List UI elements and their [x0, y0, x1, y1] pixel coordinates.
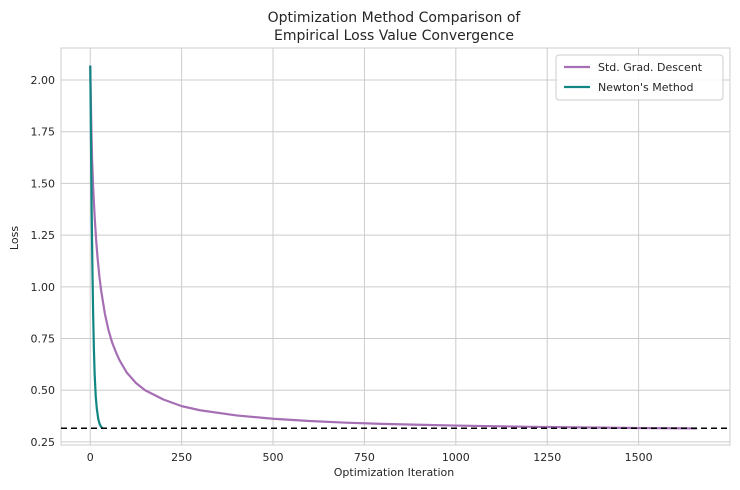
- y-tick-label: 0.25: [31, 436, 56, 449]
- series-line-1: [89, 65, 698, 430]
- x-tick-label: 1250: [533, 451, 561, 464]
- legend-label: Std. Grad. Descent: [598, 61, 703, 74]
- x-axis-label: Optimization Iteration: [334, 466, 455, 479]
- y-tick-label: 1.75: [31, 126, 56, 139]
- x-tick-label: 500: [263, 451, 284, 464]
- plot-frame: [60, 47, 731, 446]
- y-tick-label: 1.50: [31, 177, 56, 190]
- chart-title-line-2: Empirical Loss Value Convergence: [274, 28, 514, 44]
- series-layer: [61, 65, 730, 430]
- x-tick-label: 0: [87, 451, 94, 464]
- legend: Std. Grad. Descent Newton's Method: [555, 54, 724, 101]
- y-tick-label: 1.25: [31, 229, 56, 242]
- y-tick-label: 0.75: [31, 333, 56, 346]
- grid: [61, 48, 730, 445]
- legend-box: [555, 54, 724, 101]
- tick-labels: 0 250 500 750 1000 1250 1500 0.25 0.50 0.75 1.00 1.…: [31, 74, 653, 464]
- legend-label: Newton's Method: [598, 81, 694, 94]
- y-axis-label: Loss: [8, 226, 21, 250]
- x-tick-label: 1500: [625, 451, 653, 464]
- y-tick-label: 2.00: [31, 74, 56, 87]
- chart-title-line-1: Optimization Method Comparison of: [268, 10, 522, 26]
- y-tick-label: 0.50: [31, 384, 56, 397]
- y-tick-label: 1.00: [31, 281, 56, 294]
- x-tick-label: 750: [354, 451, 375, 464]
- series-line-2: [89, 65, 103, 429]
- x-tick-label: 250: [171, 451, 192, 464]
- x-tick-label: 1000: [442, 451, 470, 464]
